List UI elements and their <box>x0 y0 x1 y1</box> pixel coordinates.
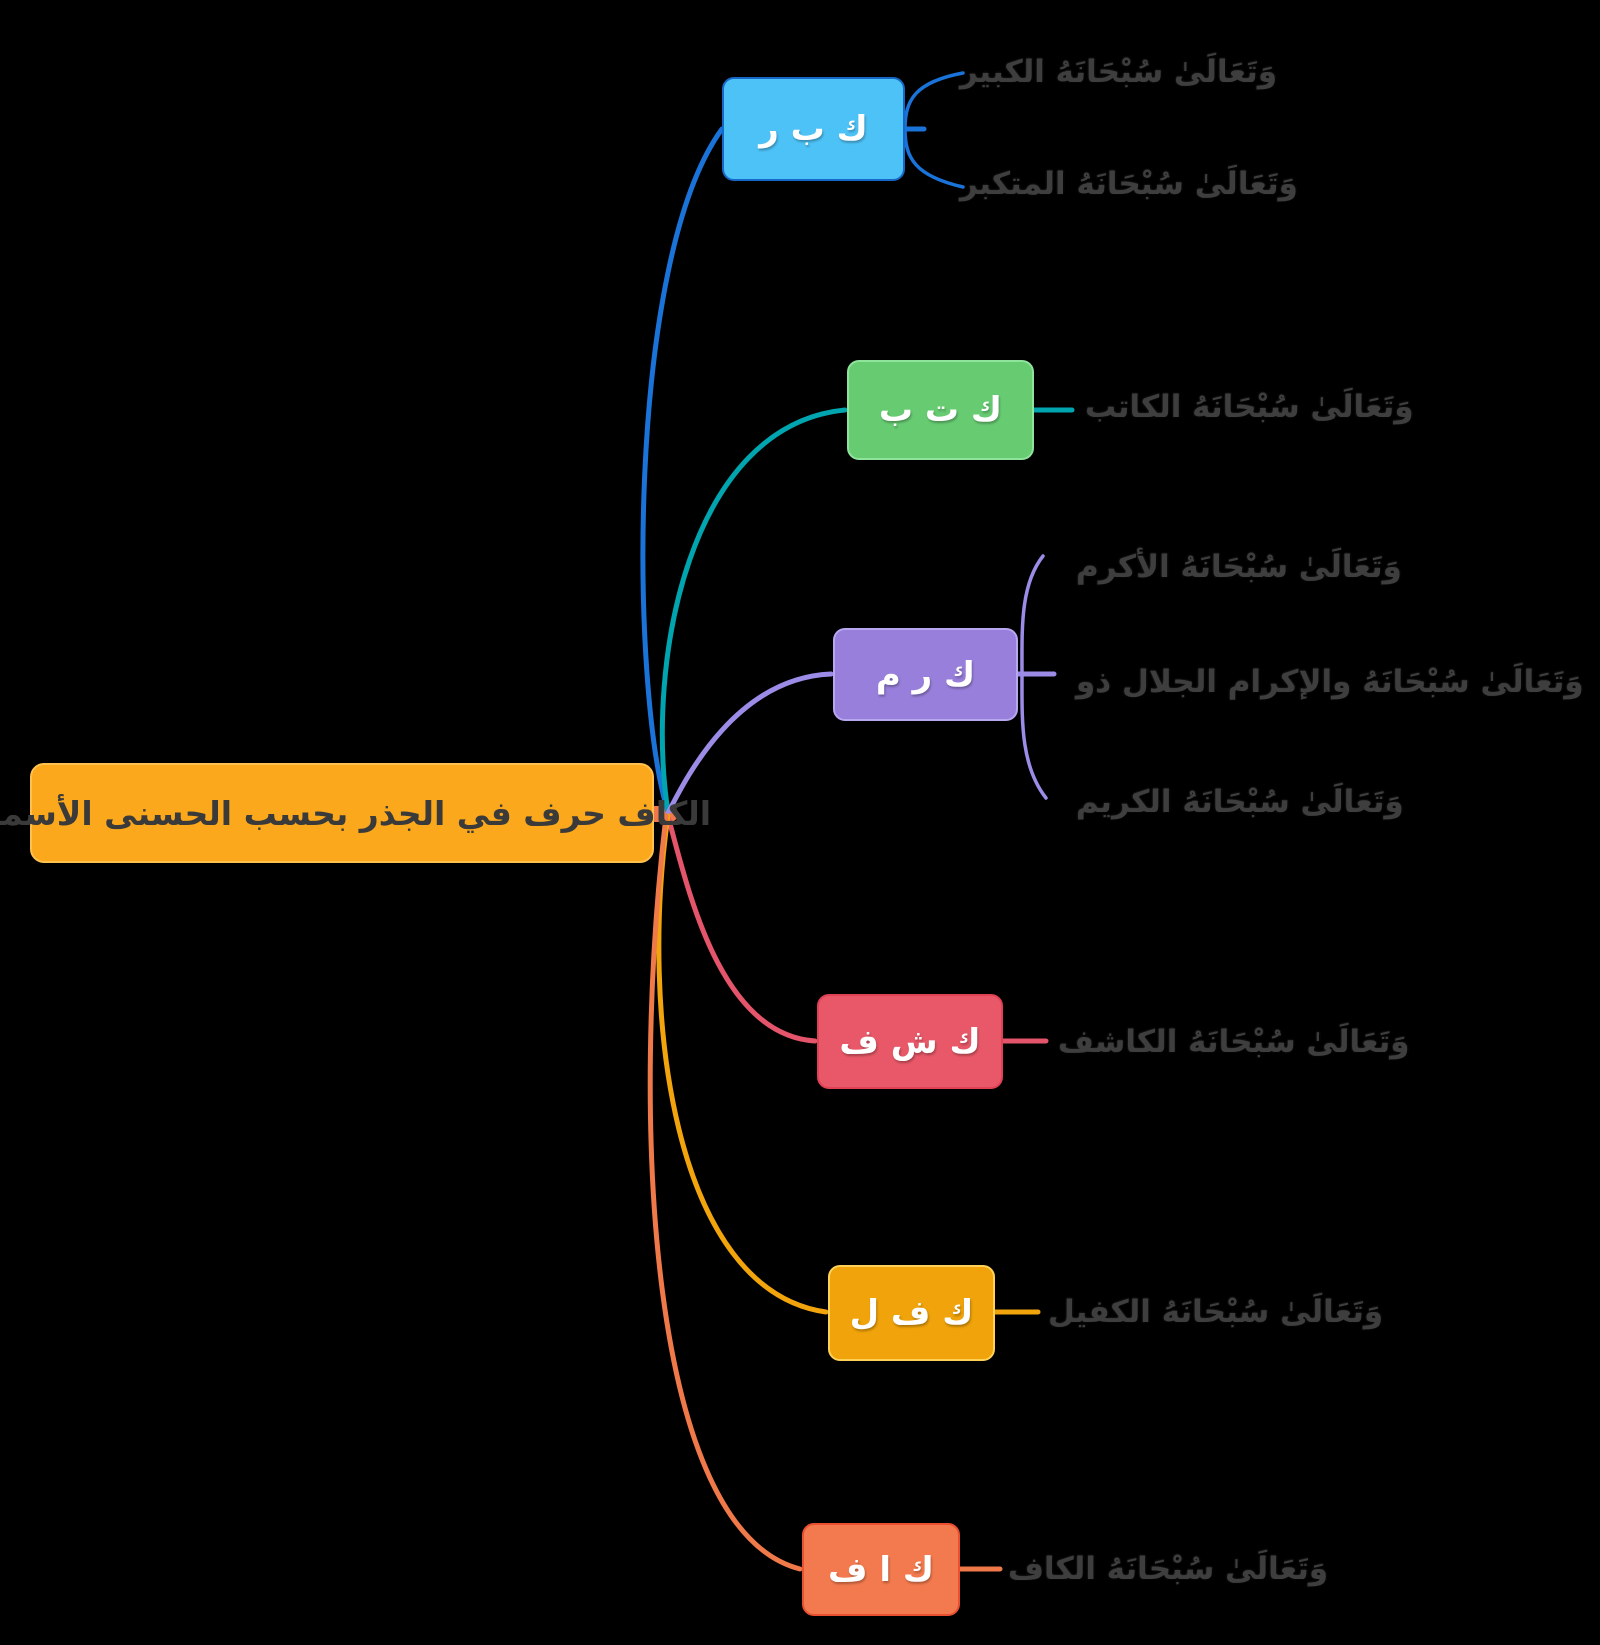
branch-curve-kshf <box>665 813 818 1044</box>
leaf-node-alakram[interactable]: وَتَعَالَىٰ سُبْحَانَهُ الأكرم <box>1076 549 1402 585</box>
branch-node-ktb[interactable]: ك ت ب <box>847 360 1034 460</box>
leaf-node-almutakabbir[interactable]: وَتَعَالَىٰ سُبْحَانَهُ المتكبر <box>960 166 1298 202</box>
leaf-node-alkaf[interactable]: وَتَعَالَىٰ سُبْحَانَهُ الكاف <box>1008 1551 1329 1587</box>
branch-curve-kfl <box>656 813 829 1315</box>
branch-node-kfl[interactable]: ك ف ل <box>828 1265 995 1361</box>
branch-curve-ktb <box>659 407 848 815</box>
branch-curve-kbr <box>640 126 725 815</box>
branch-curve-krm <box>665 671 834 816</box>
leaf-node-alkafil[interactable]: وَتَعَالَىٰ سُبْحَانَهُ الكفيل <box>1048 1294 1384 1330</box>
leaf-bracket-kbr <box>903 71 965 189</box>
leaf-bracket-krm <box>1020 554 1048 800</box>
leaf-node-alkashif[interactable]: وَتَعَالَىٰ سُبْحَانَهُ الكاشف <box>1058 1024 1410 1060</box>
branch-node-kshf[interactable]: ك ش ف <box>817 994 1003 1089</box>
leaf-node-alkarim[interactable]: وَتَعَالَىٰ سُبْحَانَهُ الكريم <box>1076 784 1404 820</box>
branch-curve-kaf <box>647 813 803 1572</box>
branch-node-krm[interactable]: ك ر م <box>833 628 1018 721</box>
branch-node-kbr[interactable]: ك ب ر <box>722 77 905 181</box>
leaf-node-alkatib[interactable]: وَتَعَالَىٰ سُبْحَانَهُ الكاتب <box>1085 389 1414 425</box>
leaf-node-dhuljalal[interactable]: وَتَعَالَىٰ سُبْحَانَهُ والإكرام الجلال … <box>1076 664 1584 700</box>
leaf-node-alkabir[interactable]: وَتَعَالَىٰ سُبْحَانَهُ الكبير <box>960 54 1278 90</box>
branch-node-kaf[interactable]: ك ا ف <box>802 1523 960 1616</box>
root-node[interactable]: الكاف حرف في الجذر بحسب الحسنى الأسماء <box>0 763 711 863</box>
